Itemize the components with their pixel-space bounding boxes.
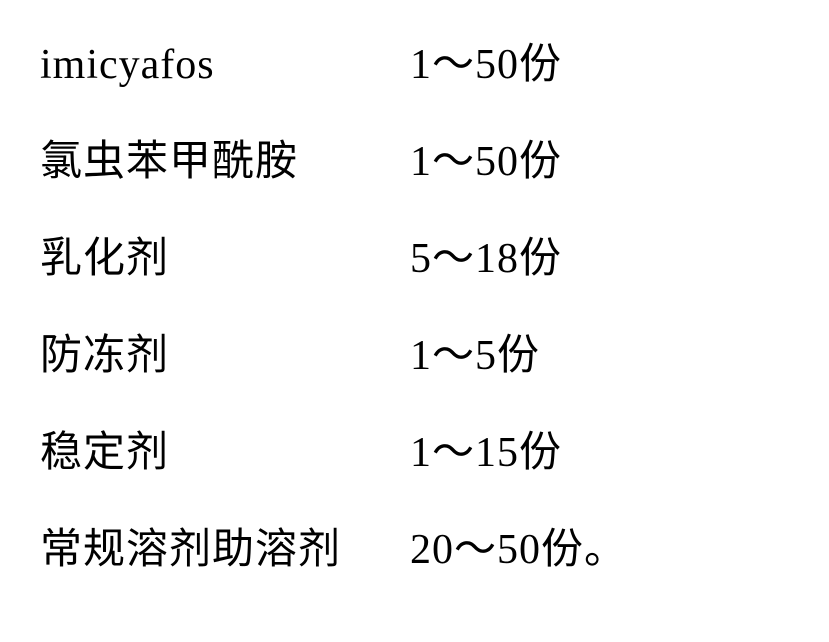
ingredient-label: 常规溶剂助溶剂 bbox=[40, 515, 410, 576]
table-row: 稳定剂 1～15份 bbox=[40, 418, 789, 479]
ingredient-list: imicyafos 1～50份 氯虫苯甲酰胺 1～50份 乳化剂 5～18份 防… bbox=[0, 0, 829, 642]
table-row: imicyafos 1～50份 bbox=[40, 30, 789, 91]
table-row: 乳化剂 5～18份 bbox=[40, 224, 789, 285]
ingredient-value: 1～5份 bbox=[410, 321, 540, 382]
ingredient-label: 氯虫苯甲酰胺 bbox=[40, 127, 410, 188]
table-row: 常规溶剂助溶剂 20～50份。 bbox=[40, 515, 789, 576]
table-row: 氯虫苯甲酰胺 1～50份 bbox=[40, 127, 789, 188]
ingredient-value: 1～50份 bbox=[410, 127, 562, 188]
ingredient-value: 20～50份。 bbox=[410, 515, 627, 576]
ingredient-label: 乳化剂 bbox=[40, 224, 410, 285]
ingredient-value: 5～18份 bbox=[410, 224, 562, 285]
ingredient-value: 1～50份 bbox=[410, 30, 562, 91]
ingredient-label: 稳定剂 bbox=[40, 418, 410, 479]
ingredient-label: imicyafos bbox=[40, 41, 410, 89]
ingredient-value: 1～15份 bbox=[410, 418, 562, 479]
table-row: 防冻剂 1～5份 bbox=[40, 321, 789, 382]
ingredient-label: 防冻剂 bbox=[40, 321, 410, 382]
